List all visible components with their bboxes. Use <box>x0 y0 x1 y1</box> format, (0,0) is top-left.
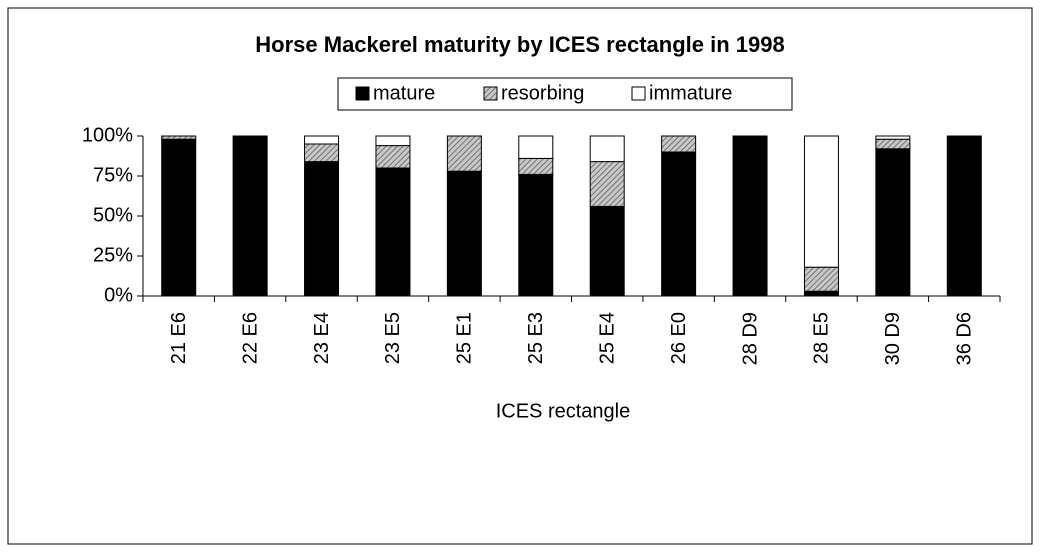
x-tick-label: 28 D9 <box>739 312 761 365</box>
bar-segment <box>161 138 197 297</box>
x-axis-title: ICES rectangle <box>496 400 631 422</box>
bar-segment <box>803 266 839 292</box>
bar-segment <box>161 135 197 140</box>
legend-swatch <box>483 86 498 101</box>
x-tick-label: 30 D9 <box>882 312 904 365</box>
bar-segment <box>732 135 768 297</box>
bar-segment <box>803 135 839 268</box>
legend-swatch <box>631 86 646 101</box>
bar-segment <box>446 170 482 297</box>
bar-segment <box>589 205 625 297</box>
bar-segment <box>875 148 911 297</box>
x-tick-label: 23 E5 <box>382 312 404 364</box>
x-tick-label: 28 E5 <box>811 312 833 364</box>
bar-segment <box>232 135 268 297</box>
bar-segment <box>518 157 554 175</box>
bar-segment <box>661 135 697 153</box>
bar-segment <box>304 161 340 297</box>
x-tick-label: 26 E0 <box>668 312 690 364</box>
legend-box <box>337 77 793 111</box>
bar-segment <box>803 290 839 297</box>
legend-label: mature <box>373 82 435 104</box>
y-tick-label: 0% <box>104 284 133 306</box>
bar-segment <box>518 173 554 297</box>
bar-segment <box>518 135 554 159</box>
x-tick-label: 36 D6 <box>954 312 976 365</box>
bar-segment <box>875 135 911 140</box>
bar-segment <box>375 167 411 297</box>
bar-segment <box>304 135 340 145</box>
bar-segment <box>661 151 697 297</box>
chart-title: Horse Mackerel maturity by ICES rectangl… <box>255 32 784 57</box>
x-tick-label: 25 E4 <box>596 312 618 364</box>
bar-segment <box>875 138 911 150</box>
y-tick-label: 25% <box>93 244 133 266</box>
x-tick-label: 23 E4 <box>311 312 333 364</box>
bar-segment <box>589 161 625 207</box>
bar-segment <box>589 135 625 163</box>
legend-label: resorbing <box>501 82 584 104</box>
x-tick-label: 21 E6 <box>168 312 190 364</box>
bar-segment <box>375 135 411 147</box>
x-tick-label: 22 E6 <box>239 312 261 364</box>
bar-segment <box>446 135 482 172</box>
bar-segment <box>304 143 340 163</box>
y-tick-label: 50% <box>93 204 133 226</box>
y-tick-label: 75% <box>93 164 133 186</box>
x-tick-label: 25 E3 <box>525 312 547 364</box>
y-tick-label: 100% <box>82 124 133 146</box>
legend-swatch <box>355 86 370 101</box>
bar-segment <box>375 145 411 169</box>
bar-segment <box>946 135 982 297</box>
legend-label: immature <box>649 82 732 104</box>
x-tick-label: 25 E1 <box>454 312 476 364</box>
